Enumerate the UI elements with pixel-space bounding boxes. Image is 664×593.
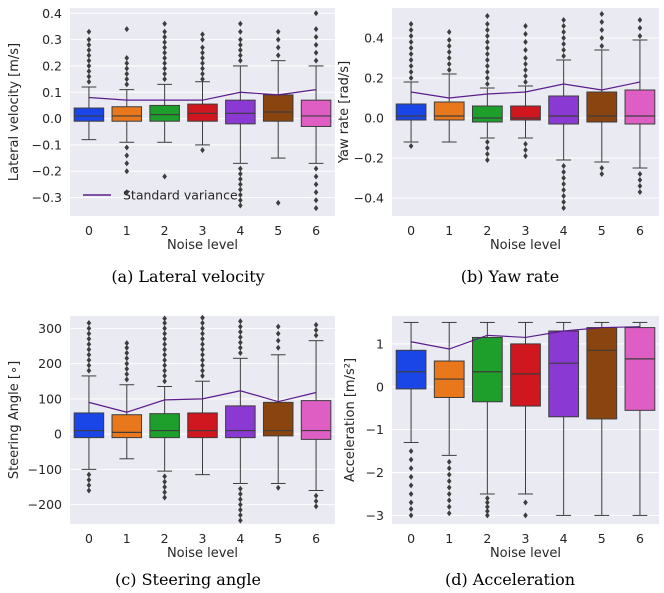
- x-tick-label: 5: [598, 223, 606, 238]
- y-tick-label: 200: [38, 356, 62, 371]
- panel-4: −3 −2 −1 0 1 0 1 2 3 4 5 6 Noise level Acceleration […: [343, 316, 659, 589]
- panel-caption: (b) Yaw rate: [461, 267, 560, 286]
- box-body: [549, 331, 579, 417]
- y-tick-label: 0.3: [42, 32, 62, 47]
- box-body: [301, 100, 331, 126]
- y-tick-label: 0: [54, 427, 62, 442]
- y-tick-label: −1: [366, 422, 384, 437]
- x-tick-label: 4: [560, 223, 568, 238]
- box-body: [301, 401, 331, 440]
- panel-caption: (d) Acceleration: [445, 570, 575, 589]
- box-body: [263, 95, 293, 121]
- y-tick-label: −0.1: [32, 137, 62, 152]
- y-tick-label: 0.0: [42, 111, 62, 126]
- box-body: [150, 414, 180, 438]
- x-axis-label: Noise level: [167, 546, 238, 561]
- x-tick-label: 0: [407, 531, 415, 546]
- y-tick-label: 300: [38, 321, 62, 336]
- box-body: [587, 92, 617, 122]
- x-tick-label: 3: [522, 223, 530, 238]
- x-tick-label: 2: [483, 223, 491, 238]
- x-tick-label: 5: [274, 531, 282, 546]
- box-body: [188, 413, 218, 438]
- box-body: [112, 415, 142, 438]
- box-body: [396, 350, 426, 389]
- y-tick-label: 0.4: [42, 6, 62, 21]
- y-tick-label: −0.4: [354, 191, 384, 206]
- x-tick-label: 0: [85, 223, 93, 238]
- panel-2: −0.4 −0.2 0.0 0.2 0.4 0 1 2 3 4 5 6 Noise level Yaw r…: [337, 8, 659, 286]
- x-axis-label: Noise level: [490, 238, 561, 253]
- x-tick-label: 5: [274, 223, 282, 238]
- y-axis-label: Lateral velocity [m/s]: [7, 43, 22, 181]
- y-tick-label: −100: [28, 462, 62, 477]
- y-tick-label: 1: [376, 336, 384, 351]
- x-tick-label: 3: [199, 531, 207, 546]
- box-body: [112, 107, 142, 121]
- box-body: [150, 105, 180, 121]
- panel-caption: (a) Lateral velocity: [111, 267, 264, 286]
- y-tick-label: 0.0: [364, 111, 384, 126]
- box-body: [587, 328, 617, 419]
- y-tick-label: 0.4: [364, 31, 384, 46]
- y-axis-label: Steering Angle [∘]: [7, 361, 22, 479]
- x-tick-label: 0: [85, 531, 93, 546]
- x-tick-label: 6: [636, 223, 644, 238]
- box-body: [472, 106, 502, 122]
- x-axis-label: Noise level: [490, 546, 561, 561]
- x-tick-label: 6: [312, 531, 320, 546]
- box-body: [396, 104, 426, 120]
- box-body: [434, 102, 464, 120]
- x-tick-label: 5: [598, 531, 606, 546]
- x-tick-label: 1: [123, 531, 131, 546]
- x-tick-label: 2: [483, 531, 491, 546]
- x-tick-label: 0: [407, 223, 415, 238]
- x-tick-label: 1: [123, 223, 131, 238]
- x-tick-label: 2: [161, 223, 169, 238]
- y-tick-label: 0: [376, 379, 384, 394]
- box-body: [511, 344, 541, 406]
- y-tick-label: 0.1: [42, 85, 62, 100]
- x-tick-label: 4: [560, 531, 568, 546]
- y-tick-label: 100: [38, 391, 62, 406]
- y-tick-label: 0.2: [364, 71, 384, 86]
- panel-1: −0.3 −0.2 −0.1 0.0 0.1 0.2 0.3 0.4 0 1 2 3 4 5 6 Standa…: [7, 6, 335, 286]
- x-tick-label: 1: [445, 223, 453, 238]
- box-body: [188, 104, 218, 121]
- panel-3: −200 −100 0 100 200 300 0 1 2 3 4 5 6 Noise level Stee…: [7, 315, 335, 589]
- y-tick-label: −0.2: [354, 151, 384, 166]
- y-axis-label: Yaw rate [rad/s]: [337, 61, 352, 164]
- box-body: [625, 90, 655, 124]
- x-axis-label: Noise level: [167, 238, 238, 253]
- x-tick-label: 4: [236, 531, 244, 546]
- y-tick-label: −0.3: [32, 190, 62, 205]
- box-body: [226, 406, 256, 438]
- x-tick-label: 6: [312, 223, 320, 238]
- box-body: [74, 413, 104, 438]
- box-body: [549, 96, 579, 124]
- x-tick-label: 6: [636, 531, 644, 546]
- legend-label: Standard variance: [123, 188, 238, 203]
- box-body: [74, 108, 104, 121]
- panel-caption: (c) Steering angle: [115, 570, 261, 589]
- box-body: [226, 100, 256, 124]
- x-tick-label: 4: [236, 223, 244, 238]
- x-tick-label: 2: [161, 531, 169, 546]
- y-tick-label: −200: [28, 497, 62, 512]
- x-tick-label: 3: [522, 531, 530, 546]
- x-tick-label: 3: [199, 223, 207, 238]
- y-tick-label: −0.2: [32, 164, 62, 179]
- y-tick-label: −2: [366, 465, 384, 480]
- y-tick-label: −3: [366, 508, 384, 523]
- y-tick-label: 0.2: [42, 58, 62, 73]
- box-body: [472, 337, 502, 401]
- x-tick-label: 1: [445, 531, 453, 546]
- box-body: [625, 328, 655, 411]
- y-axis-label: Acceleration [m/s²]: [343, 358, 358, 482]
